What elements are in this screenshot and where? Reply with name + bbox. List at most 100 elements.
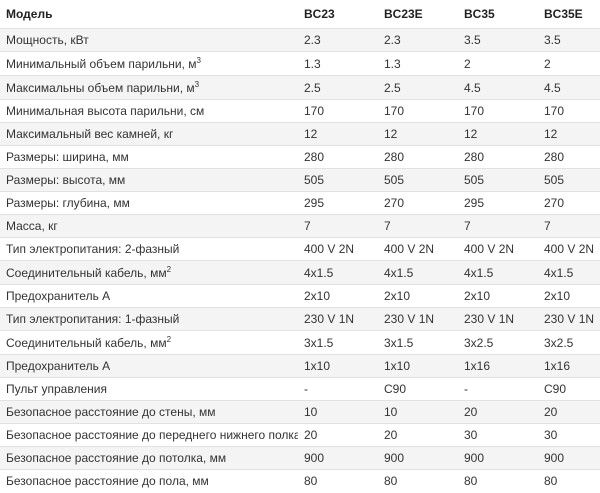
table-cell: 80	[458, 469, 538, 493]
table-row: Безопасное расстояние до потолка, мм 900 9…	[0, 446, 600, 470]
row-label: Масса, кг	[0, 214, 298, 238]
table-row: Масса, кг 7 7 7 7	[0, 214, 600, 238]
row-label: Безопасное расстояние до стены, мм	[0, 400, 298, 424]
table-cell: 230 V 1N	[538, 307, 600, 331]
table-cell: 3.5	[458, 28, 538, 52]
table-cell: 80	[378, 469, 458, 493]
table-cell: 505	[458, 168, 538, 192]
header-model: Модель	[6, 7, 53, 21]
table-cell: 2	[458, 51, 538, 76]
row-label-text: Безопасное расстояние до стены, мм	[6, 405, 216, 419]
table-cell: 900	[538, 446, 600, 470]
table-row: Размеры: высота, мм 505 505 505 505	[0, 168, 600, 192]
row-label-text: Минимальная высота парильни, см	[6, 104, 205, 118]
spec-table-body: Мощность, кВт 2.3 2.3 3.5 3.5 Минимальный объ…	[0, 28, 600, 493]
table-row: Безопасное расстояние до пола, мм 80 80 80 8…	[0, 469, 600, 493]
table-cell: 505	[538, 168, 600, 192]
header-bc23: BC23	[304, 7, 335, 21]
row-label: Тип электропитания: 1-фазный	[0, 307, 298, 331]
table-cell: 1x16	[538, 354, 600, 378]
row-label-text: Размеры: глубина, мм	[6, 196, 130, 210]
unit-superscript: 2	[166, 264, 172, 274]
row-label-text: Размеры: высота, мм	[6, 173, 126, 187]
table-cell: 20	[458, 400, 538, 424]
header-row: Модель BC23 BC23E BC35 BC35E	[0, 0, 600, 29]
row-label: Минимальный объем парильни, м3	[0, 51, 298, 76]
table-cell: 12	[378, 122, 458, 146]
table-cell: 2	[538, 51, 600, 76]
header-bc23e: BC23E	[384, 7, 423, 21]
row-label-text: Тип электропитания: 1-фазный	[6, 312, 180, 326]
row-label: Размеры: глубина, мм	[0, 191, 298, 215]
table-cell: 280	[378, 145, 458, 169]
unit-superscript: 3	[194, 79, 200, 89]
table-row: Предохранитель А 2x10 2x10 2x10 2x10	[0, 284, 600, 308]
row-label: Предохранитель А	[0, 284, 298, 308]
table-cell: 1x10	[378, 354, 458, 378]
row-label: Соединительный кабель, мм2	[0, 260, 298, 285]
table-cell: 400 V 2N	[378, 237, 458, 261]
table-cell: 170	[298, 99, 378, 123]
table-cell: 1x10	[298, 354, 378, 378]
row-label-text: Максимальный вес камней, кг	[6, 127, 174, 141]
table-cell: 4x1.5	[458, 260, 538, 285]
table-cell: 10	[378, 400, 458, 424]
table-row: Тип электропитания: 1-фазный 230 V 1N 230 …	[0, 307, 600, 331]
row-label: Максимальны объем парильни, м3	[0, 75, 298, 100]
table-cell: 2.3	[298, 28, 378, 52]
table-row: Соединительный кабель, мм2 3x1.5 3x1.5 3x2.…	[0, 330, 600, 355]
row-label-text: Пульт управления	[6, 382, 107, 396]
row-label: Безопасное расстояние до потолка, мм	[0, 446, 298, 470]
table-cell: C90	[378, 377, 458, 401]
table-row: Мощность, кВт 2.3 2.3 3.5 3.5	[0, 28, 600, 52]
table-cell: 280	[458, 145, 538, 169]
table-row: Безопасное расстояние до переднего нижне…	[0, 423, 600, 447]
table-row: Тип электропитания: 2-фазный 400 V 2N 400 …	[0, 237, 600, 261]
table-cell: 1.3	[298, 51, 378, 76]
table-cell: 12	[458, 122, 538, 146]
row-label: Безопасное расстояние до переднего нижне…	[0, 423, 298, 447]
table-cell: 80	[538, 469, 600, 493]
table-cell: 12	[538, 122, 600, 146]
table-row: Максимальны объем парильни, м3 2.5 2.5 4.5 4…	[0, 75, 600, 100]
row-label-text: Масса, кг	[6, 219, 58, 233]
table-cell: 505	[378, 168, 458, 192]
table-cell: 3x1.5	[378, 330, 458, 355]
table-cell: 3x2.5	[538, 330, 600, 355]
row-label-text: Безопасное расстояние до пола, мм	[6, 474, 209, 489]
table-cell: 2.5	[298, 75, 378, 100]
table-cell: 2x10	[538, 284, 600, 308]
table-cell: 295	[458, 191, 538, 215]
table-cell: 280	[538, 145, 600, 169]
row-label: Безопасное расстояние до пола, мм	[0, 469, 298, 493]
table-cell: 20	[378, 423, 458, 447]
table-cell: 900	[298, 446, 378, 470]
table-cell: 3x2.5	[458, 330, 538, 355]
table-cell: 2.3	[378, 28, 458, 52]
table-cell: 1.3	[378, 51, 458, 76]
table-cell: 4.5	[458, 75, 538, 100]
table-cell: 230 V 1N	[378, 307, 458, 331]
unit-superscript: 2	[166, 334, 172, 344]
table-cell: 400 V 2N	[538, 237, 600, 261]
table-cell: 2x10	[378, 284, 458, 308]
table-cell: 80	[298, 469, 378, 493]
row-label-text: Безопасное расстояние до переднего нижне…	[6, 428, 298, 442]
row-label-text: Тип электропитания: 2-фазный	[6, 242, 180, 256]
table-cell: 900	[378, 446, 458, 470]
table-cell: 4x1.5	[538, 260, 600, 285]
row-label-text: Минимальный объем парильни, м	[6, 56, 197, 71]
table-cell: 10	[298, 400, 378, 424]
table-cell: 270	[378, 191, 458, 215]
row-label: Мощность, кВт	[0, 28, 298, 52]
table-cell: 505	[298, 168, 378, 192]
table-cell: 3x1.5	[298, 330, 378, 355]
table-cell: 30	[538, 423, 600, 447]
table-cell: 4x1.5	[378, 260, 458, 285]
table-cell: 20	[538, 400, 600, 424]
table-cell: 400 V 2N	[298, 237, 378, 261]
row-label-text: Соединительный кабель, мм	[6, 335, 167, 350]
table-cell: 7	[378, 214, 458, 238]
row-label-text: Соединительный кабель, мм	[6, 265, 167, 280]
table-cell: -	[298, 377, 378, 401]
